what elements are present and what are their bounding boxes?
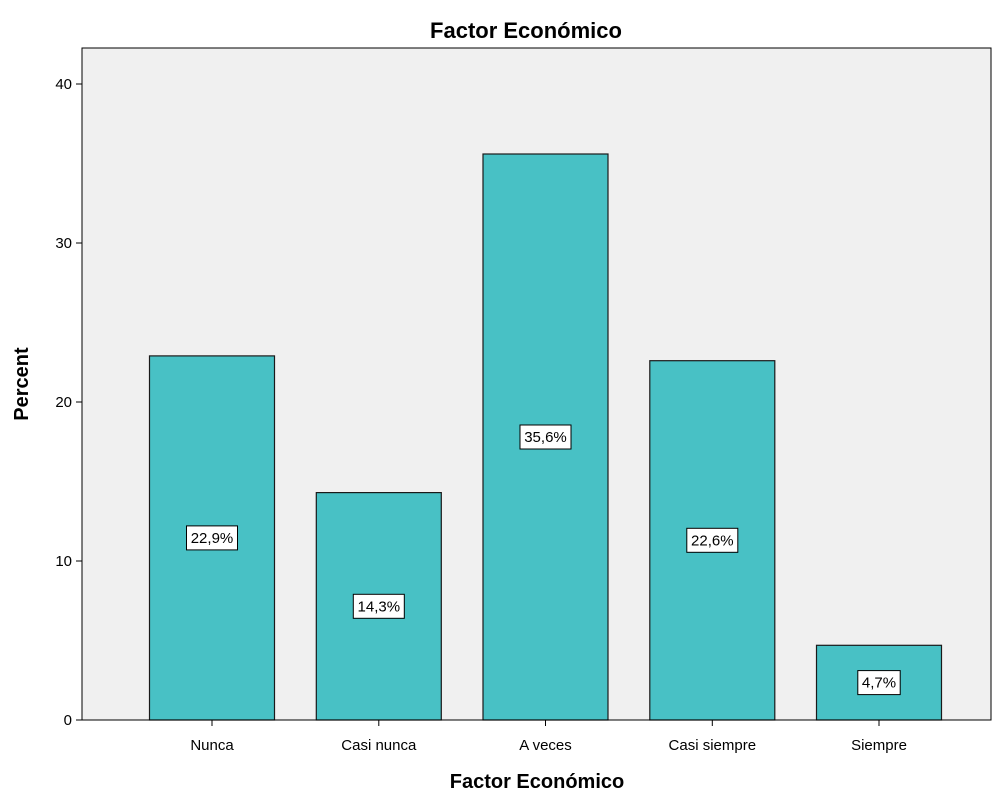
x-tick-label: Casi siempre [669, 737, 757, 754]
y-tick-label: 0 [64, 712, 72, 729]
x-axis: Nunca Casi nunca A veces Casi siempre Siempr… [82, 719, 991, 754]
data-label-box [519, 424, 572, 450]
chart-title: Factor Económico [430, 18, 622, 43]
data-label-box [857, 670, 901, 696]
data-label-box [186, 525, 238, 551]
bars: 22,9% 14,3% 35,6% 22,6% 4,7% [148, 153, 943, 721]
data-label: 4,7% [862, 675, 896, 692]
data-label: 22,9% [191, 530, 234, 547]
y-tick-label: 30 [55, 235, 72, 252]
x-tick-label: A veces [519, 737, 572, 754]
x-axis-title: Factor Económico [450, 771, 624, 793]
data-label-box [686, 527, 739, 553]
y-tick-label: 10 [55, 553, 72, 570]
y-tick-label: 20 [55, 394, 72, 411]
bar-casi-nunca [315, 492, 442, 721]
y-axis: 0 10 20 30 40 [55, 48, 83, 729]
x-tick-label: Casi nunca [341, 737, 417, 754]
y-axis-title: Percent [11, 347, 33, 421]
data-label: 35,6% [524, 429, 567, 446]
y-tick-label: 40 [55, 76, 72, 93]
data-label: 22,6% [691, 532, 734, 549]
data-label: 14,3% [358, 598, 401, 615]
data-label-box [352, 593, 405, 619]
x-tick-label: Nunca [190, 737, 234, 754]
x-tick-label: Siempre [851, 737, 907, 754]
